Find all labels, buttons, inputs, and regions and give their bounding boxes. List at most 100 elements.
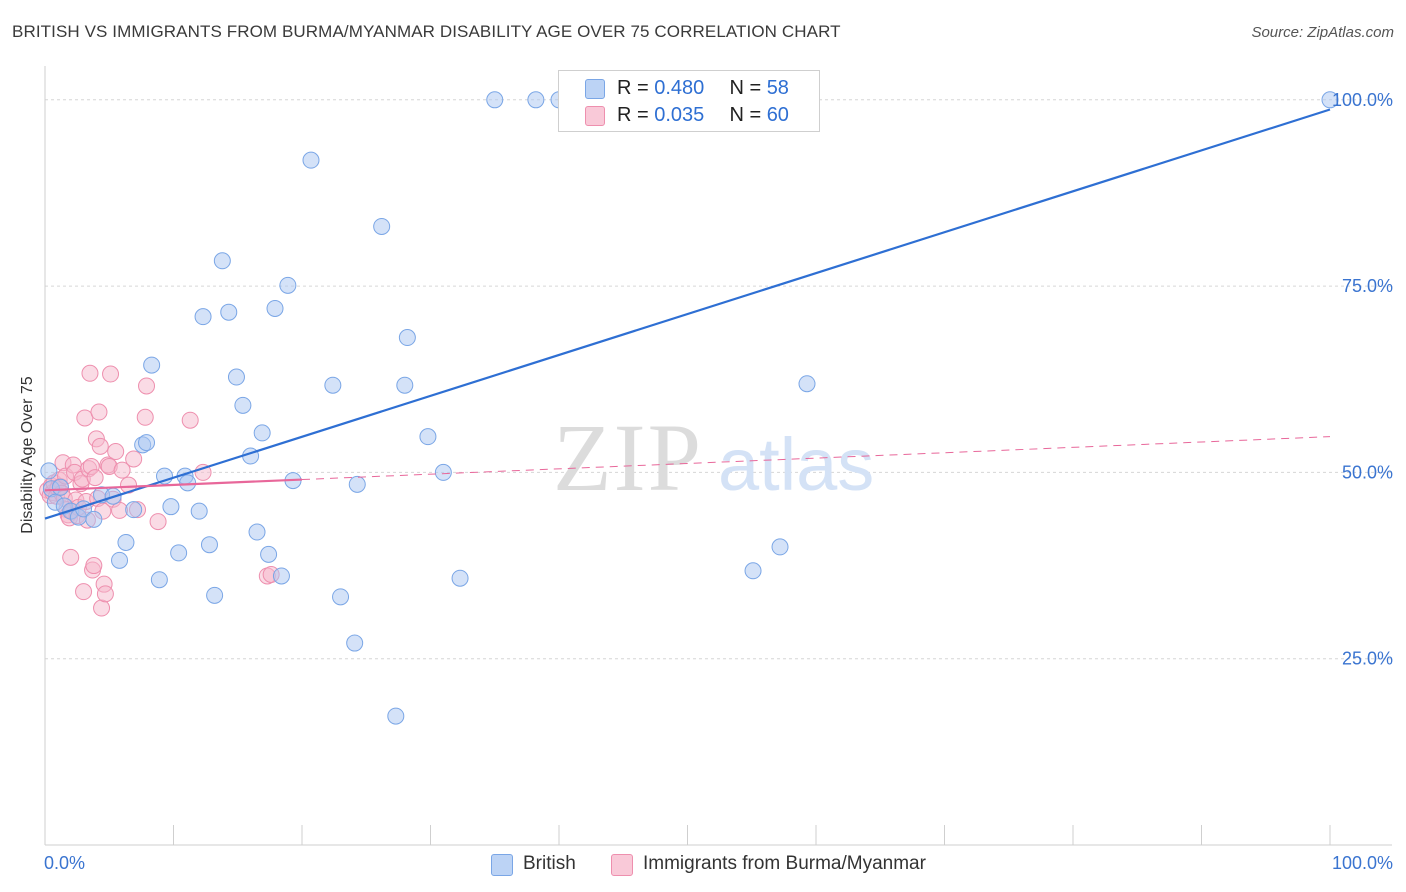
immigrants-point [113,461,131,479]
british-point [373,217,391,235]
immigrants-trend-extension [301,436,1331,481]
immigrants-point [149,513,167,531]
legend-r-value: 0.035 [654,104,705,126]
british-point [117,533,135,551]
british-point [51,478,69,496]
british-point [85,510,103,528]
british-point [798,375,816,393]
british-point [162,498,180,516]
legend-swatch-immigrants [611,854,633,876]
british-point [266,299,284,317]
british-point [302,151,320,169]
british-point [396,376,414,394]
british-point [179,474,197,492]
watermark-atlas: atlas [718,423,874,506]
immigrants-point [194,463,212,481]
immigrants-point [138,377,156,395]
trend-lines [44,108,1331,520]
axes [44,66,1392,846]
watermark-zip: ZIP [553,404,703,511]
british-point [527,91,545,109]
immigrants-point [125,450,143,468]
immigrants-point [90,403,108,421]
tick-labels: 25.0% 50.0% 75.0% 100.0% 0.0% 100.0% [44,90,1393,873]
immigrants-point [111,501,129,519]
legend-label-british: British [523,853,576,874]
legend-swatch-british [491,854,513,876]
x-tick-label: 0.0% [44,853,85,873]
british-point [348,475,366,493]
legend-n-label: N = [729,104,767,126]
british-point [1321,91,1339,109]
british-point [190,502,208,520]
british-point [419,428,437,446]
y-tick-label: 50.0% [1342,462,1393,482]
british-trend-line [44,108,1331,520]
y-tick-label: 75.0% [1342,276,1393,296]
british-point [771,538,789,556]
british-point [744,562,762,580]
immigrants-point [62,548,80,566]
immigrants-point [102,365,120,383]
immigrants-point [81,364,99,382]
british-point [324,376,342,394]
british-point [40,462,58,480]
british-point [332,588,350,606]
grid-lines [45,99,1392,660]
british-point [248,523,266,541]
british-point [398,329,416,347]
immigrants-point [75,583,93,601]
legend-r-value: 0.480 [654,77,705,99]
british-point [220,303,238,321]
british-point [200,536,218,554]
immigrants-point [136,408,154,426]
british-point [138,434,156,452]
british-point [387,707,405,725]
source-credit: Source: ZipAtlas.com [1251,24,1394,41]
immigrants-point [93,599,111,617]
y-tick-label: 100.0% [1332,90,1393,110]
british-point [260,545,278,563]
immigrants-point [76,409,94,427]
immigrants-point [86,469,104,487]
british-point [143,356,161,374]
british-point [206,586,224,604]
british-point [227,368,245,386]
british-point [346,634,364,652]
british-point [111,551,129,569]
british-point [234,396,252,414]
british-point [194,308,212,326]
british-point [170,544,188,562]
british-point [486,91,504,109]
british-point [213,252,231,270]
british-point [451,569,469,587]
immigrants-point [91,437,109,455]
legend-n-label: N = [729,77,767,99]
chart-title: BRITISH VS IMMIGRANTS FROM BURMA/MYANMAR… [12,22,841,41]
watermark: ZIP atlas [553,404,874,511]
y-tick-label: 25.0% [1342,649,1393,669]
series-legend: British Immigrants from Burma/Myanmar [0,852,1406,878]
immigrants-point [85,557,103,575]
x-tick-label: 100.0% [1332,853,1393,873]
immigrants-trend-line [44,478,303,492]
legend-n-value: 60 [766,104,789,126]
british-point [272,567,290,585]
british-point [125,501,143,519]
y-axis-label: Disability Age Over 75 [19,376,36,534]
british-point [434,463,452,481]
british-point [279,276,297,294]
immigrants-point [181,411,199,429]
legend-swatch-immigrants [585,106,605,126]
legend-label-immigrants: Immigrants from Burma/Myanmar [643,853,926,874]
legend-r-label: R = [617,104,655,126]
immigrants-point [96,585,114,603]
legend-r-label: R = [617,77,655,99]
british-point [253,424,271,442]
legend-swatch-british [585,79,605,99]
immigrants-point [107,443,125,461]
correlation-legend: R = 0.480 N = 58 R = 0.035 N = 60 [558,70,820,132]
legend-n-value: 58 [766,77,789,99]
british-point [150,571,168,589]
